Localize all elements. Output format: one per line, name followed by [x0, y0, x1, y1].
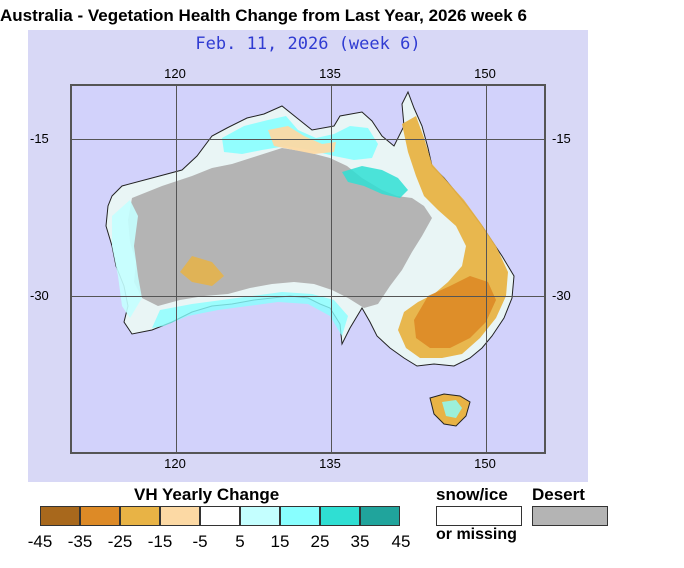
gridline-lon-120: [176, 86, 177, 452]
legend-swatch-7: [280, 506, 320, 526]
legend-swatch-8: [320, 506, 360, 526]
legend-tick: 45: [391, 532, 411, 551]
legend-tick: -35: [67, 532, 93, 551]
legend-swatch-9: [360, 506, 400, 526]
legend-tick: 5: [235, 532, 245, 551]
snow-ice-label: snow/ice: [436, 485, 508, 504]
legend-tick: -45: [27, 532, 53, 551]
legend-tick: -15: [147, 532, 173, 551]
lon-label-bottom-120: 120: [164, 456, 186, 471]
gridline-lon-150: [486, 86, 487, 452]
desert-swatch: [532, 506, 608, 526]
gridline-lon-135: [331, 86, 332, 452]
brown-patch-north: [268, 126, 336, 154]
legend-swatch-6: [240, 506, 280, 526]
legend-swatch-2: [80, 506, 120, 526]
legend-swatch-3: [120, 506, 160, 526]
brown-patch-sw: [180, 256, 224, 286]
legend-swatch-1: [40, 506, 80, 526]
lat-label-left-30: -30: [30, 288, 49, 303]
legend-swatch-5: [200, 506, 240, 526]
green-patch-south: [152, 292, 348, 336]
lon-label-top-150: 150: [474, 66, 496, 81]
gridline-lat-15: [72, 139, 544, 140]
desert-label: Desert: [532, 485, 585, 504]
australia-map: [105, 90, 515, 427]
legend-tick: -25: [107, 532, 133, 551]
lat-label-right-30: -30: [552, 288, 571, 303]
brown-patch-southeast: [414, 276, 496, 348]
legend-swatch-4: [160, 506, 200, 526]
legend-tick: 15: [270, 532, 290, 551]
legend-tick: 25: [310, 532, 330, 551]
snow-ice-swatch: [436, 506, 522, 526]
tasmania-green: [442, 400, 462, 418]
legend-tick: -5: [192, 532, 208, 551]
lat-label-left-15: -15: [30, 131, 49, 146]
legend-title: VH Yearly Change: [134, 485, 280, 504]
map-date-label: Feb. 11, 2026 (week 6): [195, 34, 421, 54]
page-title: Australia - Vegetation Health Change fro…: [0, 6, 527, 25]
lon-label-bottom-150: 150: [474, 456, 496, 471]
legend-tick: 35: [350, 532, 370, 551]
missing-label: or missing: [436, 526, 517, 543]
gridline-lat-30: [72, 296, 544, 297]
green-patch-west: [112, 200, 142, 318]
lon-label-bottom-135: 135: [319, 456, 341, 471]
lon-label-top-135: 135: [319, 66, 341, 81]
lat-label-right-15: -15: [552, 131, 571, 146]
map-plot-area: [70, 84, 546, 454]
green-patch-gulf: [342, 166, 408, 198]
lon-label-top-120: 120: [164, 66, 186, 81]
